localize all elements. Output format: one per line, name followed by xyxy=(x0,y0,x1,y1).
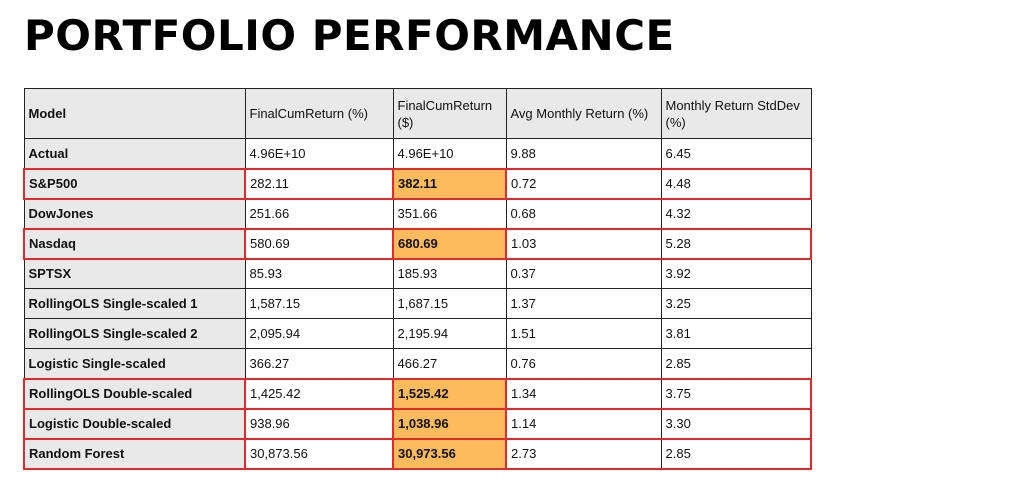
model-cell: S&P500 xyxy=(23,167,246,200)
monthly-stddev-cell: 3.92 xyxy=(660,258,812,289)
final-cum-return-usd-cell: 382.11 xyxy=(392,167,507,200)
monthly-stddev-cell: 4.32 xyxy=(660,198,812,229)
table-row: RollingOLS Single-scaled 1 1,587.15 1,68… xyxy=(23,288,812,319)
avg-monthly-return-cell: 0.76 xyxy=(505,348,662,379)
avg-monthly-return-cell: 1.34 xyxy=(505,377,662,410)
final-cum-return-pct-cell: 580.69 xyxy=(244,227,394,260)
table-row: RollingOLS Single-scaled 2 2,095.94 2,19… xyxy=(23,318,812,349)
model-cell: RollingOLS Double-scaled xyxy=(23,377,246,410)
model-cell: DowJones xyxy=(23,198,246,229)
final-cum-return-usd-cell: 2,195.94 xyxy=(392,318,507,349)
monthly-stddev-cell: 2.85 xyxy=(660,348,812,379)
final-cum-return-pct-cell: 4.96E+10 xyxy=(244,138,394,169)
final-cum-return-usd-cell: 30,973.56 xyxy=(392,437,507,470)
avg-monthly-return-cell: 0.72 xyxy=(505,167,662,200)
header-avg-monthly-return: Avg Monthly Return (%) xyxy=(505,88,662,139)
model-cell: Logistic Single-scaled xyxy=(23,348,246,379)
monthly-stddev-cell: 2.85 xyxy=(660,437,812,470)
page-title: PORTFOLIO PERFORMANCE xyxy=(24,11,675,60)
model-cell: Nasdaq xyxy=(23,227,246,260)
table-row: SPTSX 85.93 185.93 0.37 3.92 xyxy=(23,258,812,289)
final-cum-return-usd-cell: 1,687.15 xyxy=(392,288,507,319)
table-header-row: Model FinalCumReturn (%) FinalCumReturn … xyxy=(23,88,812,139)
avg-monthly-return-cell: 2.73 xyxy=(505,437,662,470)
avg-monthly-return-cell: 1.51 xyxy=(505,318,662,349)
final-cum-return-usd-cell: 185.93 xyxy=(392,258,507,289)
final-cum-return-usd-cell: 351.66 xyxy=(392,198,507,229)
monthly-stddev-cell: 6.45 xyxy=(660,138,812,169)
final-cum-return-pct-cell: 282.11 xyxy=(244,167,394,200)
final-cum-return-usd-cell: 4.96E+10 xyxy=(392,138,507,169)
final-cum-return-usd-cell: 1,525.42 xyxy=(392,377,507,410)
avg-monthly-return-cell: 1.37 xyxy=(505,288,662,319)
final-cum-return-pct-cell: 366.27 xyxy=(244,348,394,379)
header-model: Model xyxy=(23,88,246,139)
final-cum-return-pct-cell: 1,587.15 xyxy=(244,288,394,319)
final-cum-return-pct-cell: 251.66 xyxy=(244,198,394,229)
model-cell: SPTSX xyxy=(23,258,246,289)
avg-monthly-return-cell: 1.14 xyxy=(505,407,662,440)
final-cum-return-pct-cell: 938.96 xyxy=(244,407,394,440)
avg-monthly-return-cell: 9.88 xyxy=(505,138,662,169)
final-cum-return-pct-cell: 85.93 xyxy=(244,258,394,289)
model-cell: RollingOLS Single-scaled 1 xyxy=(23,288,246,319)
final-cum-return-pct-cell: 2,095.94 xyxy=(244,318,394,349)
table-row: S&P500 282.11 382.11 0.72 4.48 xyxy=(23,167,812,200)
avg-monthly-return-cell: 0.68 xyxy=(505,198,662,229)
header-final-cum-return-pct: FinalCumReturn (%) xyxy=(244,88,394,139)
final-cum-return-usd-cell: 1,038.96 xyxy=(392,407,507,440)
table-row: DowJones 251.66 351.66 0.68 4.32 xyxy=(23,198,812,229)
monthly-stddev-cell: 3.81 xyxy=(660,318,812,349)
monthly-stddev-cell: 5.28 xyxy=(660,227,812,260)
header-final-cum-return-usd: FinalCumReturn ($) xyxy=(392,88,507,139)
final-cum-return-pct-cell: 1,425.42 xyxy=(244,377,394,410)
model-cell: RollingOLS Single-scaled 2 xyxy=(23,318,246,349)
table-row: RollingOLS Double-scaled 1,425.42 1,525.… xyxy=(23,377,812,410)
portfolio-performance-table: Model FinalCumReturn (%) FinalCumReturn … xyxy=(23,88,812,470)
model-cell: Logistic Double-scaled xyxy=(23,407,246,440)
table-row: Logistic Double-scaled 938.96 1,038.96 1… xyxy=(23,407,812,440)
table-row: Random Forest 30,873.56 30,973.56 2.73 2… xyxy=(23,437,812,470)
table-row: Logistic Single-scaled 366.27 466.27 0.7… xyxy=(23,348,812,379)
monthly-stddev-cell: 4.48 xyxy=(660,167,812,200)
monthly-stddev-cell: 3.75 xyxy=(660,377,812,410)
model-cell: Random Forest xyxy=(23,437,246,470)
final-cum-return-pct-cell: 30,873.56 xyxy=(244,437,394,470)
monthly-stddev-cell: 3.30 xyxy=(660,407,812,440)
avg-monthly-return-cell: 1.03 xyxy=(505,227,662,260)
final-cum-return-usd-cell: 680.69 xyxy=(392,227,507,260)
avg-monthly-return-cell: 0.37 xyxy=(505,258,662,289)
monthly-stddev-cell: 3.25 xyxy=(660,288,812,319)
table-row: Actual 4.96E+10 4.96E+10 9.88 6.45 xyxy=(23,138,812,169)
header-monthly-return-stddev: Monthly Return StdDev (%) xyxy=(660,88,812,139)
table-row: Nasdaq 580.69 680.69 1.03 5.28 xyxy=(23,227,812,260)
final-cum-return-usd-cell: 466.27 xyxy=(392,348,507,379)
model-cell: Actual xyxy=(23,138,246,169)
